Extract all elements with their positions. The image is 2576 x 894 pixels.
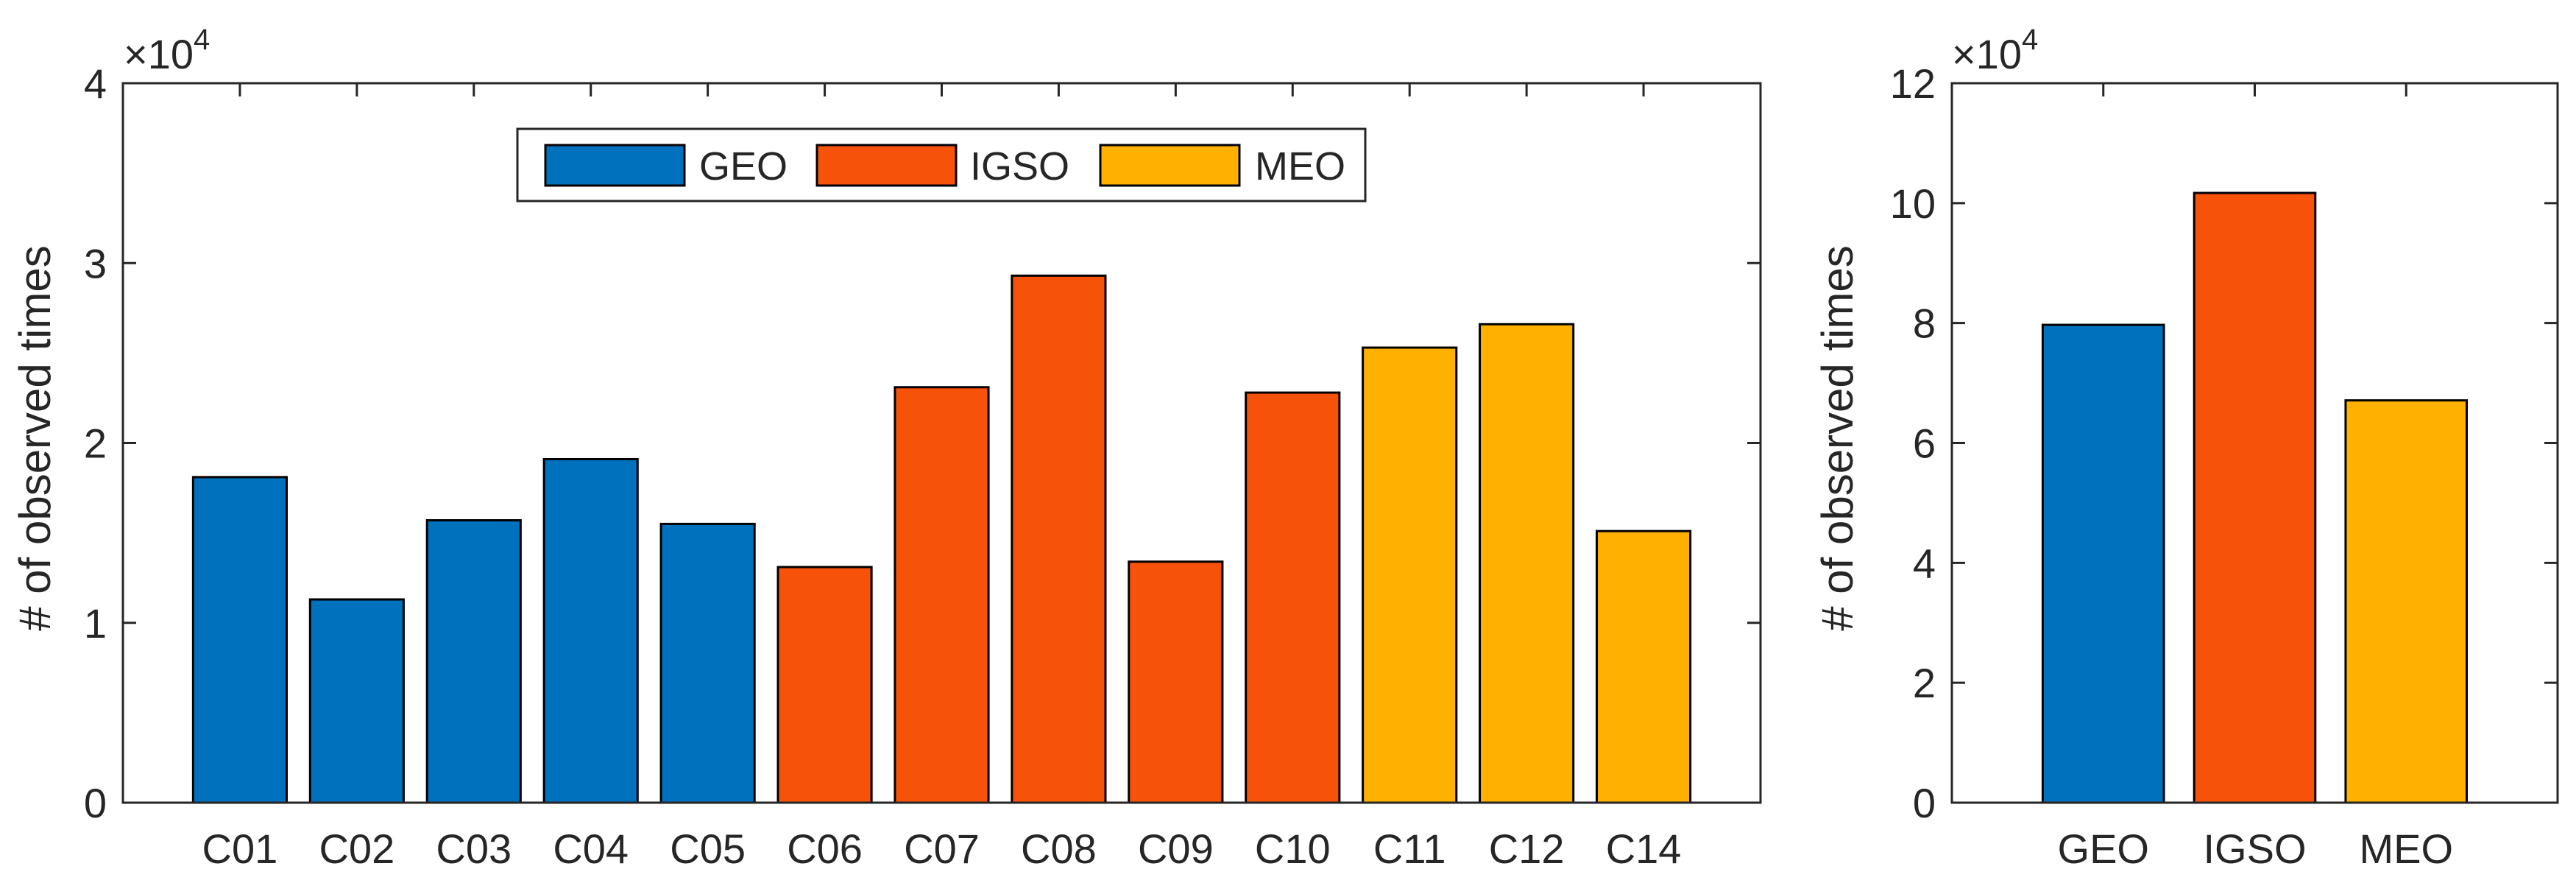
y-tick-label: 4 (1913, 540, 1936, 586)
bars (2041, 191, 2469, 804)
exponent-power: 4 (194, 24, 210, 56)
legend-swatch-meo (1099, 144, 1241, 187)
y-tick-label: 2 (1913, 660, 1936, 706)
bar-c09 (1128, 560, 1224, 804)
x-tick-labels: C01 C02 C03 C04 C05 C06 C07 C08 C09 C10 C11 C12 C14 (202, 826, 1682, 872)
legend-swatch-igso (815, 144, 958, 187)
y-axis-label: # of observed times (10, 245, 60, 631)
bar-meo (2344, 399, 2469, 804)
bar-c14 (1596, 529, 1692, 804)
x-tick-labels: GEO IGSO MEO (2058, 826, 2454, 872)
y-tick-label: 1 (84, 600, 107, 647)
x-tick-label: C14 (1606, 826, 1682, 872)
bar-c05 (659, 522, 756, 804)
y-tick-label: 0 (1913, 780, 1936, 826)
y-tick-label: 6 (1913, 420, 1936, 467)
x-tick-label: GEO (2058, 826, 2149, 872)
exponent-label: ×104 (1952, 24, 2038, 77)
bar-igso (2193, 191, 2317, 804)
x-tick-label: C08 (1021, 826, 1097, 872)
bar-c08 (1011, 274, 1107, 804)
exponent-base: ×10 (124, 31, 194, 77)
x-tick-label: C04 (553, 826, 629, 872)
bar-geo (2041, 323, 2165, 804)
x-tick-label: IGSO (2203, 826, 2306, 872)
x-tick-label: C01 (202, 826, 278, 872)
bar-c04 (542, 457, 639, 804)
y-tick-label: 12 (1890, 60, 1936, 107)
x-tick-label: C12 (1489, 826, 1565, 872)
exponent-label: ×104 (124, 24, 210, 77)
x-tick-label: C11 (1373, 826, 1446, 872)
y-tick-label: 2 (84, 420, 107, 467)
y-tick-label: 4 (84, 60, 107, 107)
x-tick-label: C06 (787, 826, 863, 872)
y-ticks: 0 2 4 6 8 10 12 (1890, 60, 2558, 826)
bar-c12 (1479, 323, 1575, 804)
x-tick-label: C07 (904, 826, 980, 872)
x-tick-label: C02 (319, 826, 394, 872)
legend-label-geo: GEO (699, 144, 788, 189)
x-tick-label: MEO (2359, 826, 2453, 872)
legend: GEO IGSO MEO (516, 127, 1367, 203)
exponent-power: 4 (2022, 24, 2038, 56)
legend-label-igso: IGSO (970, 144, 1069, 189)
bar-c11 (1362, 346, 1458, 804)
legend-swatch-geo (544, 144, 686, 187)
y-tick-label: 8 (1913, 300, 1936, 347)
y-tick-label: 0 (84, 780, 107, 826)
bar-c07 (894, 386, 990, 804)
bar-c01 (191, 476, 289, 804)
legend-label-meo: MEO (1255, 144, 1345, 189)
plot-frame (1950, 82, 2559, 804)
bar-c06 (776, 566, 873, 804)
x-tick-label: C05 (670, 826, 746, 872)
bar-c02 (308, 598, 405, 804)
bars (191, 274, 1692, 804)
plot-frame (121, 82, 1762, 804)
y-tick-label: 3 (84, 240, 107, 286)
x-tick-label: C09 (1138, 826, 1214, 872)
bar-c03 (425, 519, 522, 804)
bar-c10 (1245, 391, 1341, 804)
y-tick-label: 10 (1890, 180, 1936, 227)
y-axis-label: # of observed times (1813, 245, 1862, 631)
x-tick-label: C03 (436, 826, 512, 872)
x-tick-label: C10 (1255, 826, 1331, 872)
exponent-base: ×10 (1952, 31, 2022, 77)
